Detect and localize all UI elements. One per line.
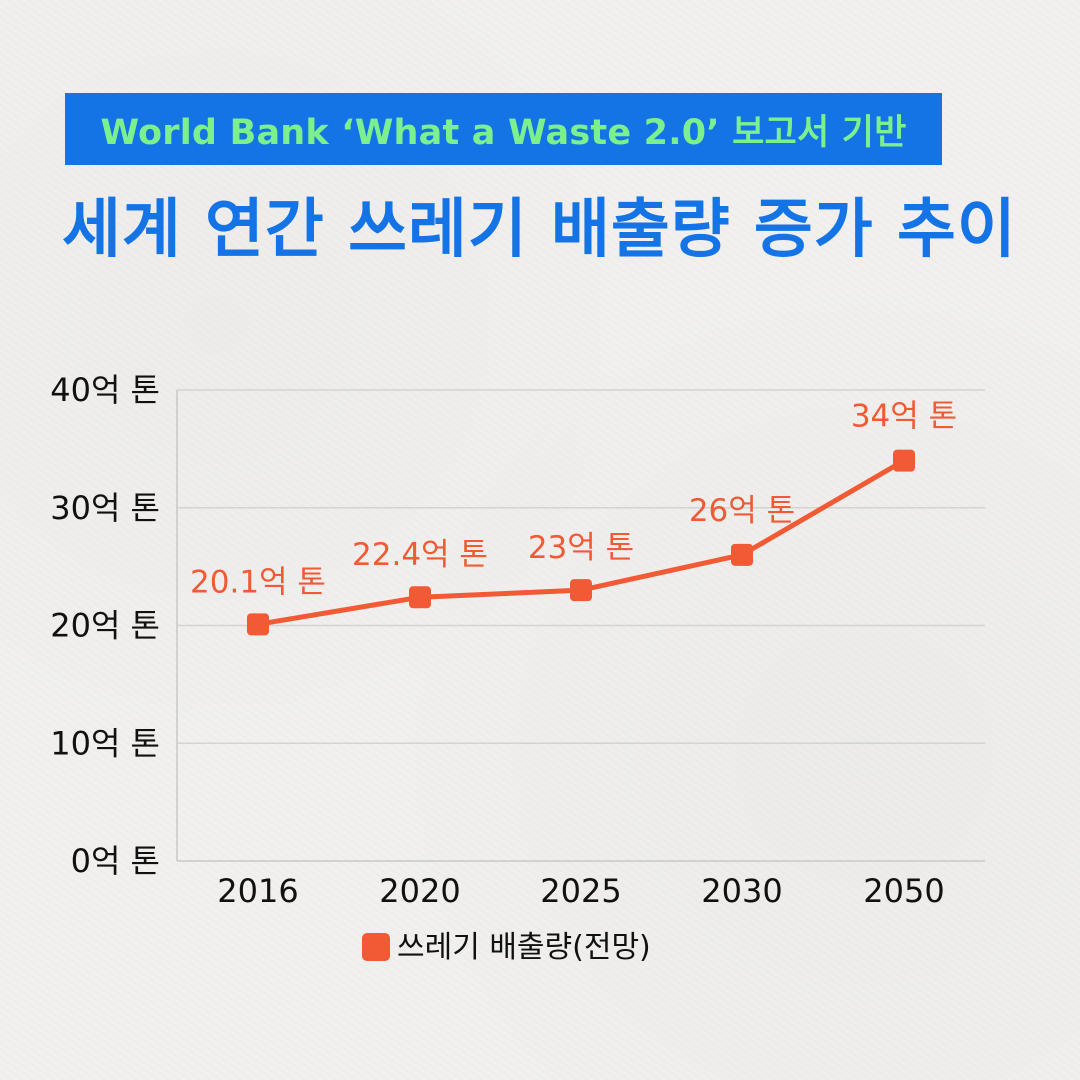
data-point-marker <box>409 586 431 609</box>
x-tick-label: 2050 <box>863 872 944 910</box>
legend: 쓰레기 배출량(전망) <box>362 930 651 965</box>
x-axis-ticks: 2016 2020 2025 2030 2050 <box>217 872 944 910</box>
data-label: 26억 톤 <box>689 493 795 529</box>
data-label: 20.1억 톤 <box>190 564 326 600</box>
data-point-marker <box>731 543 753 566</box>
x-tick-label: 2025 <box>540 872 621 910</box>
x-tick-label: 2020 <box>379 872 460 910</box>
legend-label: 쓰레기 배출량(전망) <box>397 930 651 965</box>
data-label: 23억 톤 <box>528 530 634 566</box>
y-tick-label: 10억 톤 <box>50 724 160 762</box>
y-axis-ticks: 0억 톤 10억 톤 20억 톤 30억 톤 40억 톤 <box>50 371 160 880</box>
y-tick-label: 0억 톤 <box>71 842 160 880</box>
subtitle-banner: World Bank ‘What a Waste 2.0’ 보고서 기반 <box>65 93 942 165</box>
data-point-marker <box>893 449 915 472</box>
grid-lines <box>177 389 985 744</box>
data-point-marker <box>247 613 269 636</box>
y-tick-label: 30억 톤 <box>50 489 160 527</box>
axes <box>176 390 985 862</box>
data-labels: 20.1억 톤 22.4억 톤 23억 톤 26억 톤 34억 톤 <box>190 399 957 601</box>
x-tick-label: 2016 <box>217 872 298 910</box>
x-tick-label: 2030 <box>701 872 782 910</box>
data-label: 34억 톤 <box>851 399 957 435</box>
page-title: 세계 연간 쓰레기 배출량 증가 추이 <box>62 193 1017 267</box>
y-tick-label: 20억 톤 <box>50 607 160 645</box>
data-point-marker <box>570 579 592 602</box>
subtitle-text: World Bank ‘What a Waste 2.0’ 보고서 기반 <box>100 112 907 153</box>
series-layer <box>247 449 915 636</box>
data-label: 22.4억 톤 <box>352 537 488 573</box>
legend-marker <box>362 933 390 961</box>
y-tick-label: 40억 톤 <box>50 371 160 409</box>
